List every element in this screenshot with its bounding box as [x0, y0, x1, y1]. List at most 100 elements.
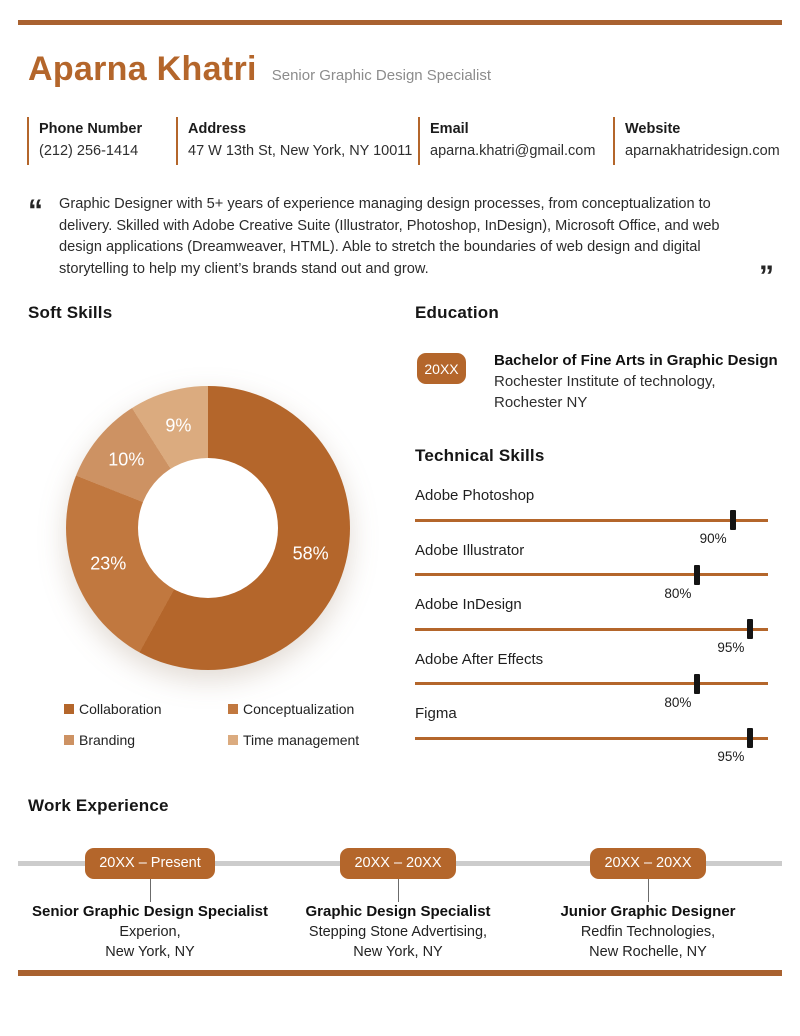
- website-value: aparnakhatridesign.com: [625, 143, 780, 159]
- skill-track-line: [415, 736, 768, 740]
- skill-slider: 80%: [415, 673, 768, 710]
- skill-name: Figma: [415, 705, 457, 723]
- work-period-badge: 20XX – 20XX: [340, 848, 456, 879]
- work-entry-senior-specialist: 20XX – Present Senior Graphic Design Spe…: [10, 848, 290, 962]
- education-details: Bachelor of Fine Arts in Graphic Design …: [494, 350, 778, 413]
- skill-percent-label: 90%: [699, 531, 727, 546]
- contact-phone: Phone Number (212) 256-1414: [27, 117, 176, 165]
- technical-skills-list: Adobe Photoshop 90% Adobe Illustrator 80…: [415, 487, 768, 764]
- skill-percent-label: 80%: [664, 585, 692, 601]
- legend-item-conceptualization: Conceptualization: [228, 702, 428, 716]
- legend-item-collaboration: Collaboration: [64, 702, 228, 716]
- timeline-connector: [149, 879, 151, 902]
- education-entry: 20XX Bachelor of Fine Arts in Graphic De…: [417, 350, 782, 413]
- contact-row: Phone Number (212) 256-1414 Address 47 W…: [27, 117, 783, 165]
- legend-item-branding: Branding: [64, 733, 228, 747]
- education-degree: Bachelor of Fine Arts in Graphic Design: [494, 352, 778, 369]
- skill-name: Adobe InDesign: [415, 596, 522, 614]
- skill-name: Adobe Illustrator: [415, 541, 525, 559]
- skill-row-photoshop: Adobe Photoshop 90%: [415, 487, 768, 546]
- legend-item-time-management: Time management: [228, 733, 428, 747]
- donut-slice-label: 58%: [292, 543, 329, 564]
- skill-slider: 95%: [415, 728, 768, 764]
- skill-percent-label: 80%: [664, 694, 692, 710]
- skill-track-line: [415, 627, 768, 631]
- legend-swatch: [64, 735, 74, 745]
- contact-label: Phone Number: [39, 121, 143, 137]
- work-title: Junior Graphic Designer: [560, 903, 736, 920]
- work-company: Redfin Technologies,: [580, 924, 716, 940]
- work-company: Stepping Stone Advertising,: [308, 924, 488, 940]
- legend-label: Collaboration: [79, 701, 162, 717]
- skill-track-line: [415, 518, 768, 522]
- skill-marker: [747, 728, 754, 749]
- skill-track-line: [415, 573, 768, 577]
- contact-label: Website: [625, 121, 681, 137]
- legend-label: Conceptualization: [243, 701, 355, 717]
- work-location: New York, NY: [105, 944, 195, 960]
- work-title: Graphic Design Specialist: [305, 903, 491, 920]
- skill-row-after-effects: Adobe After Effects 80%: [415, 650, 768, 710]
- skill-name: Adobe After Effects: [415, 650, 544, 668]
- skill-slider: 95%: [415, 619, 768, 655]
- timeline-connector: [397, 879, 399, 902]
- technical-skills-heading: Technical Skills: [415, 446, 545, 465]
- education-year-badge: 20XX: [417, 353, 466, 384]
- work-location: New York, NY: [353, 944, 443, 960]
- phone-value: (212) 256-1414: [39, 143, 139, 159]
- contact-website: Website aparnakhatridesign.com: [613, 117, 783, 165]
- donut-slice-label: 23%: [90, 553, 127, 574]
- skill-marker: [694, 673, 701, 694]
- soft-skills-legend: Collaboration Conceptualization Branding…: [64, 702, 428, 747]
- skill-row-figma: Figma 95%: [415, 705, 768, 764]
- work-entry-design-specialist: 20XX – 20XX Graphic Design Specialist St…: [258, 848, 538, 962]
- donut-slice-label: 9%: [165, 415, 192, 436]
- education-school: Rochester Institute of technology,: [494, 373, 716, 390]
- skill-slider: 80%: [415, 564, 768, 601]
- work-company: Experion,: [119, 924, 181, 940]
- summary-text: Graphic Designer with 5+ years of experi…: [59, 196, 720, 277]
- donut-slice-label: 10%: [108, 449, 145, 470]
- contact-email: Email aparna.khatri@gmail.com: [418, 117, 613, 165]
- contact-label: Email: [430, 121, 469, 137]
- education-heading: Education: [415, 303, 499, 322]
- donut-chart-hole: [138, 458, 278, 598]
- skill-row-indesign: Adobe InDesign 95%: [415, 596, 768, 655]
- person-job-title: Senior Graphic Design Specialist: [271, 67, 491, 84]
- legend-swatch: [228, 735, 238, 745]
- skill-track-line: [415, 682, 768, 686]
- work-period-badge: 20XX – Present: [85, 848, 215, 879]
- skill-marker: [694, 564, 701, 585]
- skill-percent-label: 95%: [717, 749, 745, 765]
- close-quote-icon: ”: [759, 260, 774, 294]
- skill-name: Adobe Photoshop: [415, 487, 535, 504]
- legend-label: Branding: [79, 732, 136, 748]
- legend-swatch: [64, 704, 74, 714]
- timeline-connector: [647, 879, 649, 902]
- summary-quote-block: “ Graphic Designer with 5+ years of expe…: [28, 194, 776, 292]
- bottom-divider: [18, 970, 782, 976]
- open-quote-icon: “: [28, 194, 43, 227]
- work-title: Senior Graphic Design Specialist: [32, 903, 268, 920]
- legend-swatch: [228, 704, 238, 714]
- skill-slider: 90%: [415, 510, 768, 546]
- soft-skills-donut-chart: 58% 23% 10% 9%: [66, 386, 350, 670]
- soft-skills-heading: Soft Skills: [28, 303, 113, 322]
- work-entry-junior-designer: 20XX – 20XX Junior Graphic Designer Redf…: [508, 848, 788, 962]
- legend-label: Time management: [243, 732, 360, 748]
- email-value: aparna.khatri@gmail.com: [430, 143, 596, 159]
- skill-marker: [747, 619, 754, 640]
- skill-percent-label: 95%: [717, 640, 745, 656]
- address-value: 47 W 13th St, New York, NY 10011: [188, 143, 413, 159]
- header: Aparna Khatri Senior Graphic Design Spec…: [28, 50, 491, 88]
- contact-label: Address: [188, 121, 247, 137]
- skill-marker: [729, 510, 736, 530]
- work-experience-heading: Work Experience: [28, 796, 169, 815]
- education-location: Rochester NY: [494, 394, 588, 411]
- work-location: New Rochelle, NY: [589, 944, 707, 960]
- person-name: Aparna Khatri: [28, 50, 257, 88]
- skill-row-illustrator: Adobe Illustrator 80%: [415, 541, 768, 601]
- top-divider: [18, 20, 782, 25]
- contact-address: Address 47 W 13th St, New York, NY 10011: [176, 117, 418, 165]
